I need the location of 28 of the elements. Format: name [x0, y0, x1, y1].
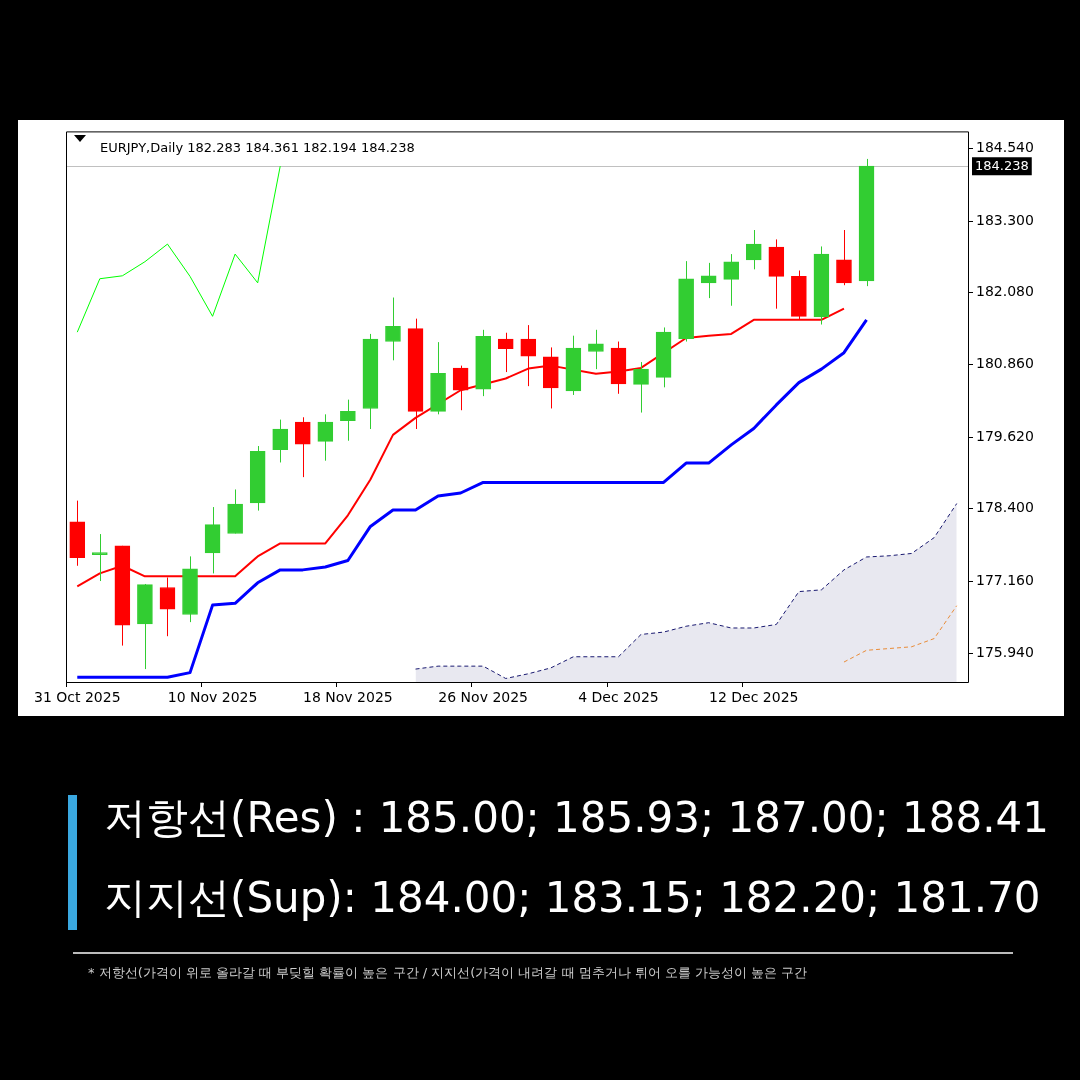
- x-tick-label: 31 Oct 2025: [33, 689, 121, 706]
- y-tick-label: 180.860: [976, 355, 1034, 372]
- y-tick-label: 179.620: [976, 427, 1034, 444]
- candlestick: [272, 419, 289, 463]
- line-series: [843, 605, 958, 663]
- candlestick: [836, 229, 852, 286]
- y-tick-label: 184.540: [976, 139, 1034, 156]
- text: 지지선(Sup): 184.00; 183.15; 182.20; 181.70: [104, 872, 1041, 924]
- x-tick-label: 26 Nov 2025: [438, 689, 529, 706]
- y-tick-label: 182.080: [976, 283, 1034, 300]
- y-tick-label: 183.300: [976, 211, 1034, 228]
- x-tick-label: 18 Nov 2025: [303, 689, 393, 706]
- candlestick: [294, 416, 311, 478]
- candlestick: [588, 329, 604, 370]
- ref-line-label: 184.238: [975, 157, 1029, 173]
- text: EURJPY,Daily 182.283 184.361 182.194 184.238: [100, 139, 415, 155]
- candlestick: [317, 413, 334, 462]
- x-tick-label: 12 Dec 2025: [709, 689, 799, 706]
- candlestick: [92, 533, 108, 582]
- y-tick-label: 178.400: [976, 499, 1034, 516]
- text: 저항선(Res) : 185.00; 185.93; 187.00; 188.41: [104, 792, 1049, 844]
- text: * 저항선(가격이 위로 올라갈 때 부딪힐 확률이 높은 구간 / 지지선(가격이 내려갈 때 멈추거나 튀어 오를 가능성이 높은 구간: [88, 964, 808, 982]
- candlestick: [700, 262, 717, 299]
- y-tick-label: 177.160: [976, 572, 1034, 589]
- x-tick-label: 4 Dec 2025: [578, 689, 659, 706]
- y-tick-label: 175.940: [976, 643, 1034, 660]
- candlestick: [452, 365, 469, 411]
- x-tick-label: 10 Nov 2025: [167, 689, 258, 706]
